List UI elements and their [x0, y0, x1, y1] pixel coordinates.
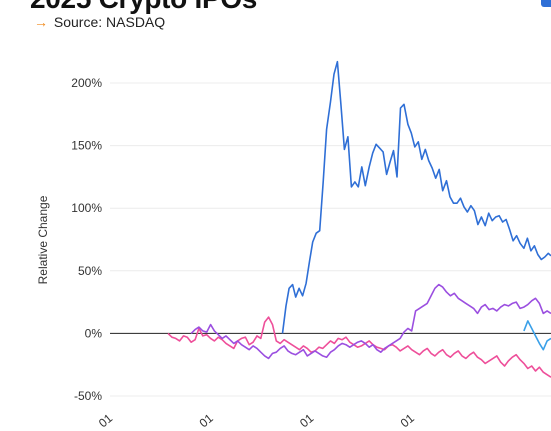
y-tick-label-2: 100% [71, 201, 102, 215]
series-line-3 [523, 320, 551, 351]
x-tick-label-2: 01 [297, 411, 316, 431]
x-tick-label-3: 01 [398, 411, 417, 431]
series-line-1 [167, 316, 551, 378]
chart-title: 2025 Crypto IPOs [30, 0, 257, 15]
y-axis-title: Relative Change [36, 195, 50, 284]
y-tick-labels: 200% 150% 100% 50% 0% -50% [71, 76, 102, 403]
x-tick-label-1: 01 [197, 411, 216, 431]
legend-swatch-corner [541, 0, 551, 7]
arrow-right-icon: → [34, 14, 48, 30]
source-label: Source: NASDAQ [53, 14, 166, 30]
x-tick-labels: 01 01 01 01 [96, 411, 417, 431]
y-tick-label-0: 200% [71, 76, 102, 90]
series-line-0 [281, 60, 551, 334]
x-tick-label-0: 01 [96, 411, 115, 431]
y-tick-label-1: 150% [71, 139, 102, 153]
y-tick-label-3: 50% [78, 264, 102, 278]
chart-source: → Source: NASDAQ [34, 14, 165, 30]
gridlines [110, 82, 551, 397]
y-tick-label-5: -50% [74, 389, 102, 403]
series-lines [167, 60, 551, 378]
series-line-2 [190, 283, 551, 360]
y-tick-label-4: 0% [85, 326, 103, 340]
